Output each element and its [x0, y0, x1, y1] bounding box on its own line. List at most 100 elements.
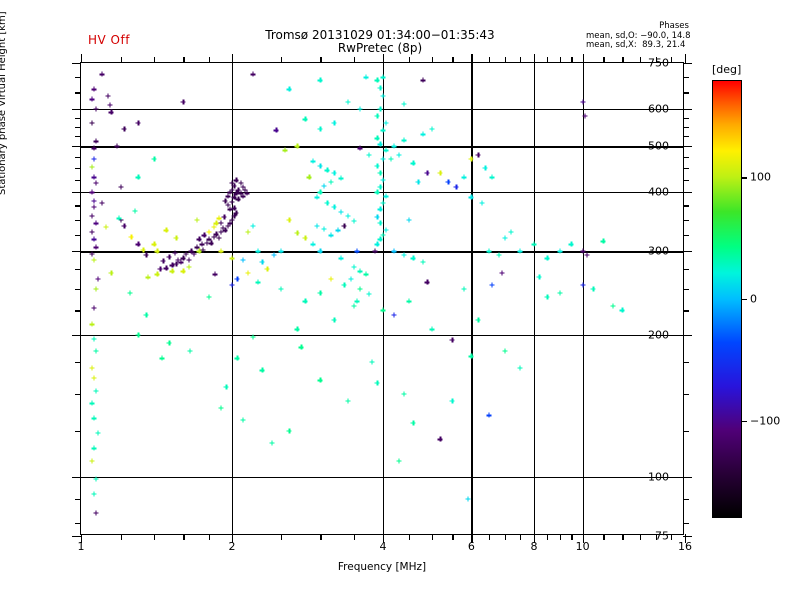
- y-axis-tick: [75, 219, 81, 221]
- data-point: [345, 213, 351, 219]
- y-axis-title: Stationary phase Virtual Height [km]: [0, 11, 8, 195]
- data-point: [108, 109, 114, 115]
- x-axis-tick: [559, 57, 561, 63]
- data-point: [424, 279, 430, 285]
- data-point: [317, 163, 323, 169]
- data-point: [91, 145, 97, 151]
- y-axis-tick: [683, 205, 689, 207]
- x-axis-tick: [280, 57, 282, 63]
- data-point: [89, 458, 95, 464]
- data-point: [388, 156, 394, 162]
- data-point: [335, 227, 341, 233]
- data-point: [306, 174, 312, 180]
- x-axis-tick: [431, 57, 433, 63]
- data-point: [240, 184, 246, 190]
- data-point: [380, 156, 386, 162]
- data-point: [159, 355, 165, 361]
- phases-annotation: Phases mean, sd,O: −90.0, 14.8 mean, sd,…: [586, 21, 766, 51]
- x-axis-tick: [232, 534, 234, 543]
- data-point: [118, 217, 124, 223]
- x-axis-tick-label: 4: [379, 540, 387, 553]
- data-point: [135, 174, 141, 180]
- data-point: [196, 248, 202, 254]
- data-point: [238, 180, 244, 186]
- data-point: [220, 225, 226, 231]
- data-point: [331, 317, 337, 323]
- data-point: [242, 187, 248, 193]
- data-point: [225, 202, 231, 208]
- x-axis-tick: [571, 57, 573, 63]
- x-axis-tick: [603, 57, 605, 63]
- x-axis-tick: [488, 534, 490, 540]
- x-axis-tick: [320, 534, 322, 540]
- x-axis-tick: [183, 57, 185, 63]
- data-point: [89, 189, 95, 195]
- data-point: [95, 430, 101, 436]
- data-point: [89, 213, 95, 219]
- data-point: [234, 276, 240, 282]
- y-axis-tick: [72, 334, 81, 336]
- data-point: [91, 204, 97, 210]
- data-point: [240, 417, 246, 423]
- data-point: [517, 365, 523, 371]
- gridline-horizontal: [81, 476, 683, 479]
- data-point: [374, 135, 380, 141]
- colorbar-units-label: [deg]: [712, 63, 742, 76]
- data-point: [317, 377, 323, 383]
- data-point: [229, 180, 235, 186]
- data-point: [317, 290, 323, 296]
- data-point: [151, 241, 157, 247]
- data-point: [286, 217, 292, 223]
- data-point: [420, 77, 426, 83]
- x-axis-tick-label: 16: [678, 540, 692, 553]
- data-point: [536, 274, 542, 280]
- data-point: [269, 440, 275, 446]
- data-point: [188, 248, 194, 254]
- data-point: [222, 227, 228, 233]
- x-axis-tick: [353, 57, 356, 63]
- data-point: [244, 190, 250, 196]
- data-point: [132, 208, 138, 214]
- data-point: [180, 255, 186, 261]
- y-axis-tick: [683, 522, 689, 524]
- data-point: [328, 179, 334, 185]
- y-axis-tick: [75, 234, 81, 236]
- data-point: [89, 251, 95, 257]
- x-axis-tick: [504, 534, 507, 540]
- colorbar-tick: [742, 177, 747, 179]
- y-axis-tick: [683, 288, 689, 290]
- data-point: [93, 348, 99, 354]
- data-point: [91, 198, 97, 203]
- data-point: [173, 261, 179, 267]
- x-axis-tick: [120, 57, 122, 63]
- plot-area: 75 100 200 300 400 500 600 750 1 2 4 6 8 10 16: [72, 54, 692, 553]
- data-point: [172, 250, 178, 256]
- x-axis-tick: [534, 54, 536, 63]
- y-axis-tick: [683, 498, 689, 500]
- data-point: [154, 271, 160, 277]
- data-point: [233, 210, 239, 216]
- data-point: [580, 248, 586, 254]
- x-axis-tick-label: 10: [575, 540, 590, 553]
- data-point: [377, 141, 383, 147]
- data-point: [180, 99, 186, 105]
- data-point: [396, 458, 402, 464]
- data-point: [302, 116, 308, 122]
- data-point: [321, 226, 327, 232]
- data-point: [235, 196, 241, 202]
- data-point: [445, 179, 451, 185]
- x-axis-tick: [383, 534, 385, 543]
- data-point: [175, 257, 181, 263]
- y-axis-tick: [72, 146, 81, 148]
- data-point: [278, 286, 284, 292]
- gridline-vertical: [534, 63, 536, 534]
- y-axis-tick: [683, 536, 692, 538]
- data-point: [372, 248, 378, 254]
- data-point: [286, 428, 292, 434]
- data-point: [517, 248, 523, 254]
- data-point: [351, 218, 357, 224]
- data-point: [401, 252, 407, 258]
- data-point: [213, 220, 219, 226]
- data-point: [225, 223, 231, 228]
